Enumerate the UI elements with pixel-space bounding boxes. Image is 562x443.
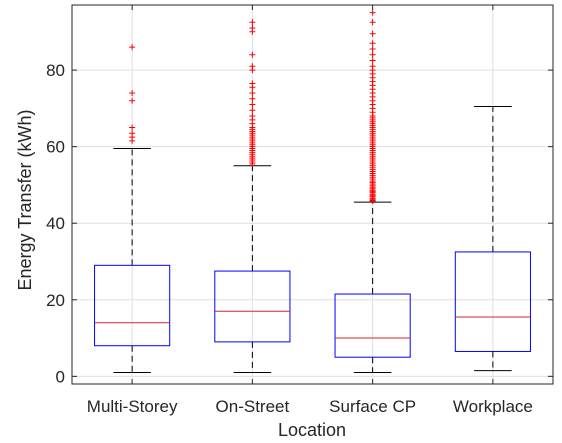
- axes-frame: [71, 4, 554, 385]
- x-tick-label: Surface CP: [329, 397, 416, 416]
- y-tick-label: 40: [46, 214, 65, 233]
- outlier-marker: [369, 40, 376, 47]
- outlier-marker: [369, 46, 376, 53]
- outlier-marker: [369, 57, 376, 64]
- outlier-marker: [369, 63, 376, 70]
- outlier-marker: [369, 19, 376, 26]
- outlier-marker: [249, 24, 256, 31]
- plot-area: [94, 9, 531, 374]
- outlier-marker: [249, 63, 256, 70]
- outlier-marker: [129, 44, 136, 51]
- outlier-marker: [129, 124, 136, 131]
- grid-lines: [72, 5, 553, 384]
- outlier-marker: [369, 9, 376, 16]
- y-tick-label: 20: [46, 291, 65, 310]
- outlier-marker: [249, 80, 256, 87]
- outlier-marker: [249, 113, 256, 120]
- x-tick-label: Workplace: [453, 397, 533, 416]
- x-axis-label: Location: [278, 420, 346, 440]
- outlier-marker: [249, 51, 256, 58]
- axes: 0 20 40 60 80 Multi-Storey On-Street Surface CP…: [46, 4, 554, 416]
- x-tick-label: Multi-Storey: [87, 397, 178, 416]
- outlier-marker: [129, 97, 136, 104]
- outlier-marker: [249, 107, 256, 114]
- outlier-marker: [129, 130, 136, 137]
- box-group: [214, 19, 291, 374]
- iqr-box: [334, 293, 411, 358]
- y-tick-label: 60: [46, 138, 65, 157]
- outlier-marker: [249, 19, 256, 26]
- iqr-box: [214, 270, 291, 343]
- outlier-marker: [369, 51, 376, 58]
- box-group: [454, 105, 531, 372]
- y-axis-label: Energy Transfer (kWh): [15, 109, 35, 290]
- iqr-box: [94, 264, 171, 347]
- iqr-box: [454, 251, 531, 352]
- box-group: [94, 44, 171, 374]
- outlier-marker: [129, 90, 136, 97]
- y-tick-label: 80: [46, 61, 65, 80]
- outlier-marker: [249, 101, 256, 108]
- outlier-marker: [249, 95, 256, 102]
- outlier-marker: [249, 90, 256, 97]
- x-tick-label: On-Street: [216, 397, 290, 416]
- y-tick-label: 0: [56, 367, 65, 386]
- box-group: [334, 9, 411, 374]
- outlier-marker: [369, 30, 376, 37]
